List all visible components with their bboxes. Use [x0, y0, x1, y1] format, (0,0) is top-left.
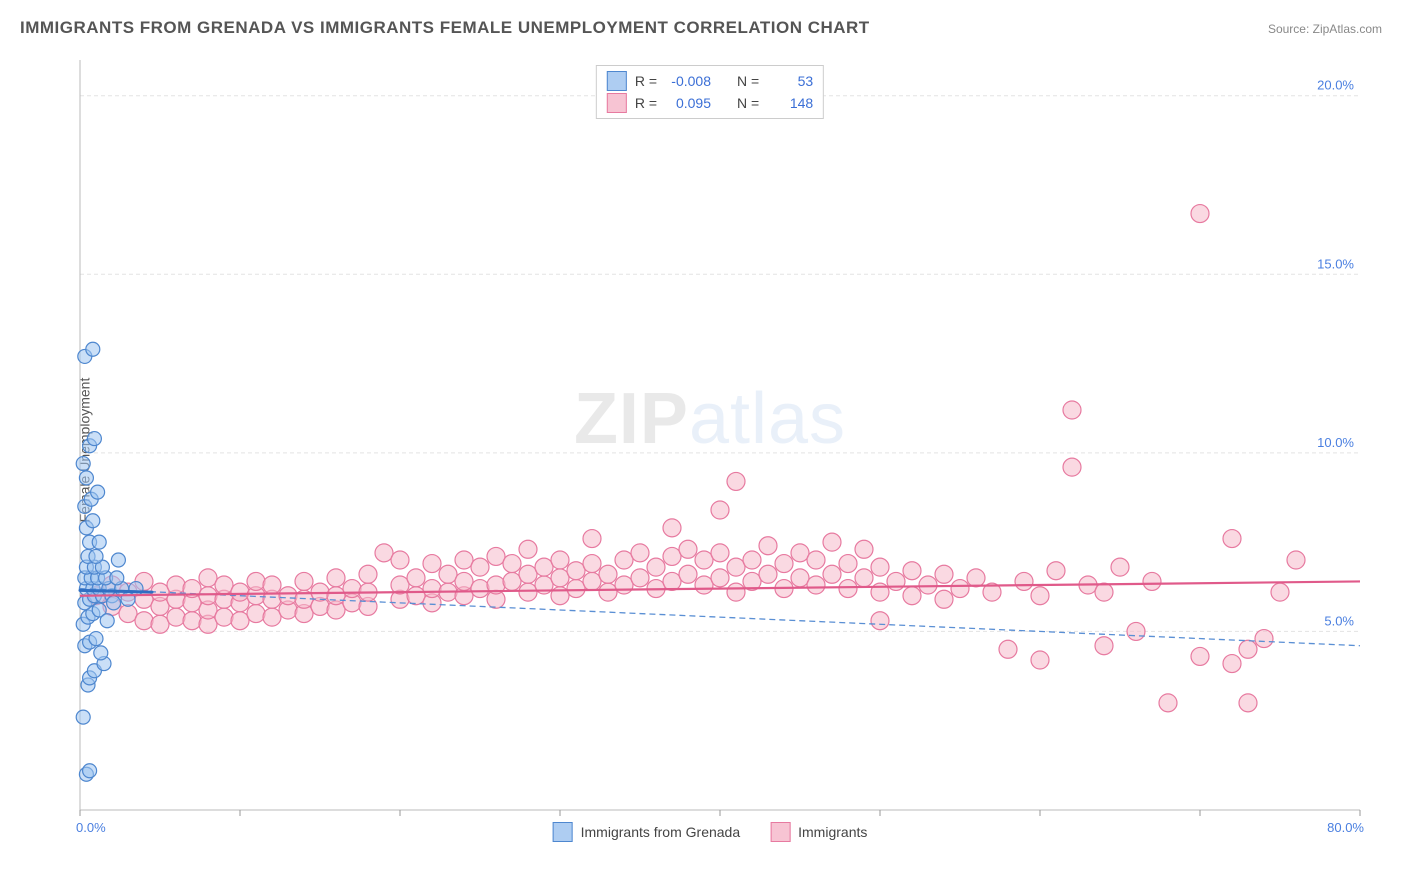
n-value-immigrants: 148	[767, 95, 813, 111]
legend-row-grenada: R = -0.008 N = 53	[607, 70, 813, 92]
svg-text:10.0%: 10.0%	[1317, 435, 1354, 450]
stats-legend: R = -0.008 N = 53 R = 0.095 N = 148	[596, 65, 824, 119]
legend-item-immigrants: Immigrants	[770, 822, 867, 842]
source-attribution: Source: ZipAtlas.com	[1268, 22, 1382, 36]
source-label: Source:	[1268, 22, 1309, 36]
legend-label-grenada: Immigrants from Grenada	[581, 824, 741, 840]
svg-text:0.0%: 0.0%	[76, 820, 106, 835]
chart-title: IMMIGRANTS FROM GRENADA VS IMMIGRANTS FE…	[20, 18, 870, 38]
swatch-grenada	[607, 71, 627, 91]
chart-svg: 5.0% 10.0% 15.0% 20.0% 0.0% 80.0%	[50, 60, 1370, 840]
r-value-immigrants: 0.095	[665, 95, 711, 111]
r-label: R =	[635, 73, 657, 89]
swatch-immigrants-icon	[770, 822, 790, 842]
source-value: ZipAtlas.com	[1313, 22, 1382, 36]
svg-text:20.0%: 20.0%	[1317, 78, 1354, 93]
swatch-grenada-icon	[553, 822, 573, 842]
r-label: R =	[635, 95, 657, 111]
svg-text:5.0%: 5.0%	[1324, 613, 1354, 628]
swatch-immigrants	[607, 93, 627, 113]
n-value-grenada: 53	[767, 73, 813, 89]
svg-text:80.0%: 80.0%	[1327, 820, 1364, 835]
svg-text:15.0%: 15.0%	[1317, 256, 1354, 271]
legend-label-immigrants: Immigrants	[798, 824, 867, 840]
x-axis-legend: Immigrants from Grenada Immigrants	[553, 822, 868, 842]
chart-area: Female Unemployment ZIPatlas R = -0.008 …	[50, 60, 1370, 840]
legend-row-immigrants: R = 0.095 N = 148	[607, 92, 813, 114]
n-label: N =	[737, 73, 759, 89]
n-label: N =	[737, 95, 759, 111]
r-value-grenada: -0.008	[665, 73, 711, 89]
legend-item-grenada: Immigrants from Grenada	[553, 822, 741, 842]
